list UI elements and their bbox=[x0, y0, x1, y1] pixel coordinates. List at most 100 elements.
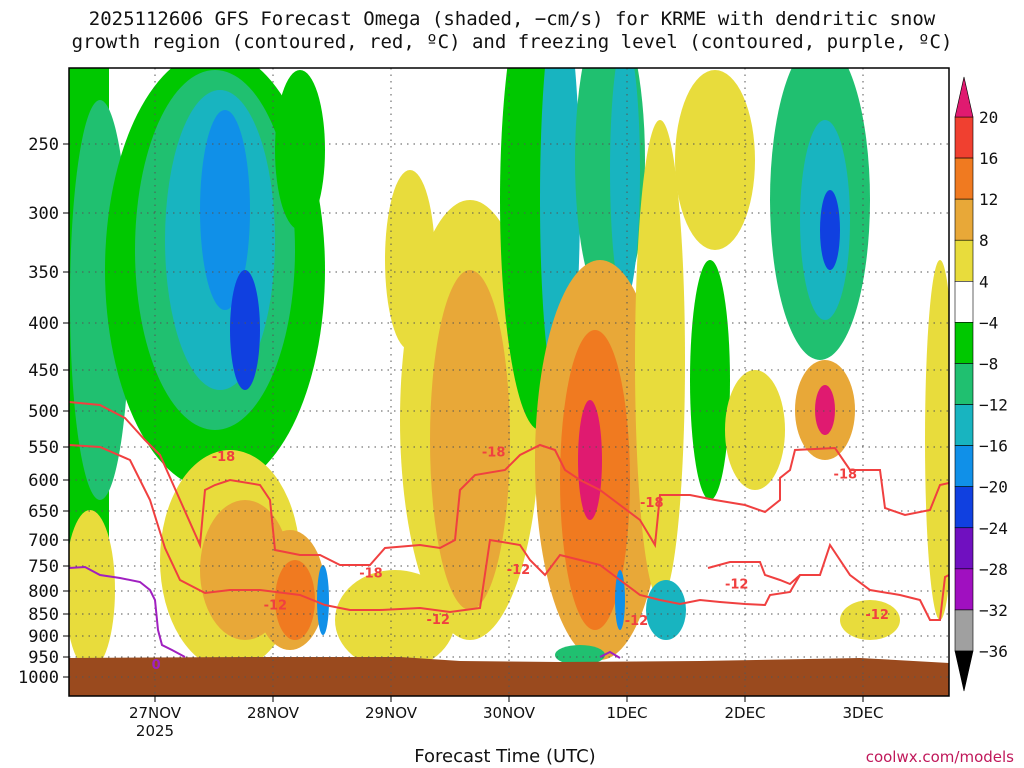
omega-cell bbox=[230, 270, 260, 390]
contour-label: -12 bbox=[865, 608, 889, 623]
colorbar-label: 4 bbox=[979, 272, 989, 291]
omega-shading bbox=[69, 68, 949, 670]
colorbar-segment bbox=[954, 486, 974, 529]
omega-cell bbox=[275, 560, 315, 640]
omega-cell bbox=[635, 120, 685, 600]
y-tick-label: 300 bbox=[28, 204, 59, 224]
y-tick-label: 700 bbox=[28, 531, 59, 551]
omega-cell bbox=[725, 370, 785, 490]
colorbar-segment bbox=[954, 568, 974, 611]
x-axis: 27NOV 28NOV 29NOV 30NOV 1DEC 2DEC 3DEC 2025 bbox=[129, 696, 884, 740]
x-year-label: 2025 bbox=[136, 722, 174, 740]
y-tick-label: 550 bbox=[28, 438, 59, 458]
y-tick-label: 600 bbox=[28, 471, 59, 491]
colorbar-label: 12 bbox=[979, 190, 998, 209]
omega-cell bbox=[690, 260, 730, 500]
colorbar-top-arrow bbox=[954, 76, 974, 118]
colorbar-segment bbox=[954, 527, 974, 570]
chart-title-line1: 2025112606 GFS Forecast Omega (shaded, −… bbox=[88, 8, 936, 30]
contour-dgz-minus18 bbox=[69, 401, 949, 566]
chart-title: 2025112606 GFS Forecast Omega (shaded, −… bbox=[0, 8, 1024, 54]
colorbar: 20 16 12 8 4 −4 −8 −12 −16 −20 −24 −28 −32 −36 bbox=[954, 76, 1008, 692]
contour-label: -12 bbox=[426, 613, 450, 628]
colorbar-segment bbox=[954, 239, 974, 282]
omega-cell bbox=[578, 400, 602, 520]
contour-label: -12 bbox=[264, 599, 288, 614]
colorbar-segment bbox=[954, 116, 974, 159]
contour-label: 0 bbox=[152, 658, 161, 673]
x-tick-label: 29NOV bbox=[365, 704, 418, 722]
omega-cell bbox=[275, 70, 325, 230]
y-tick-label: 250 bbox=[28, 135, 59, 155]
contour-label: -18 bbox=[482, 445, 506, 460]
omega-cell bbox=[610, 68, 640, 300]
contour-label: -12 bbox=[625, 614, 649, 629]
omega-cell bbox=[840, 600, 900, 640]
y-tick-label: 400 bbox=[28, 314, 59, 334]
contour-dgz-minus12 bbox=[69, 444, 949, 621]
colorbar-segment bbox=[954, 198, 974, 241]
contour-label: -18 bbox=[359, 567, 383, 582]
colorbar-segment bbox=[954, 404, 974, 446]
ground-surface bbox=[69, 657, 949, 696]
x-tick-label: 27NOV bbox=[129, 704, 182, 722]
contour-label: -12 bbox=[725, 578, 749, 593]
contour-labels: -18 -12 -18 -12 -18 -12 -18 -12 -12 -18 -12 0 bbox=[152, 445, 889, 673]
omega-cell bbox=[646, 580, 686, 640]
y-tick-label: 350 bbox=[28, 263, 59, 283]
y-tick-label: 850 bbox=[28, 605, 59, 625]
contour-label: -18 bbox=[834, 468, 858, 483]
y-axis: 250 300 350 400 450 500 550 600 650 700 750 800 850 9… bbox=[18, 135, 69, 688]
y-tick-label: 1000 bbox=[18, 668, 59, 688]
y-tick-label: 500 bbox=[28, 402, 59, 422]
x-tick-label: 3DEC bbox=[842, 704, 883, 722]
colorbar-segment bbox=[954, 157, 974, 200]
contour-dgz-minus12-b bbox=[707, 561, 820, 586]
omega-cell bbox=[615, 570, 625, 630]
omega-cell-29nov bbox=[335, 570, 455, 670]
colorbar-segment bbox=[954, 609, 974, 652]
omega-cell bbox=[317, 565, 329, 635]
colorbar-label: −16 bbox=[979, 437, 1008, 456]
colorbar-label: −28 bbox=[979, 560, 1008, 579]
colorbar-segment bbox=[954, 281, 974, 323]
colorbar-label: −20 bbox=[979, 478, 1008, 497]
omega-cell bbox=[69, 510, 115, 670]
colorbar-label: 16 bbox=[979, 149, 998, 168]
colorbar-label: −24 bbox=[979, 519, 1008, 538]
x-tick-label: 28NOV bbox=[247, 704, 300, 722]
colorbar-segment bbox=[954, 445, 974, 487]
colorbar-segment bbox=[954, 363, 974, 405]
x-tick-label: 30NOV bbox=[483, 704, 536, 722]
contour-freezing-level-b bbox=[599, 650, 621, 659]
x-tick-label: 1DEC bbox=[606, 704, 647, 722]
colorbar-label: −36 bbox=[979, 642, 1008, 661]
x-tick-label: 2DEC bbox=[724, 704, 765, 722]
colorbar-label: −12 bbox=[979, 396, 1008, 415]
grid-lines bbox=[69, 68, 949, 696]
omega-cell bbox=[820, 190, 840, 270]
colorbar-label: −32 bbox=[979, 601, 1008, 620]
omega-cell bbox=[815, 385, 835, 435]
y-tick-label: 750 bbox=[28, 557, 59, 577]
y-tick-label: 450 bbox=[28, 361, 59, 381]
colorbar-label: −4 bbox=[979, 313, 998, 332]
colorbar-segment bbox=[954, 322, 974, 364]
omega-cell bbox=[200, 110, 250, 310]
x-axis-label: Forecast Time (UTC) bbox=[414, 746, 596, 767]
colorbar-bottom-arrow bbox=[954, 650, 974, 692]
contour-freezing-level bbox=[69, 565, 186, 658]
omega-cell bbox=[675, 70, 755, 250]
colorbar-label: 8 bbox=[979, 231, 989, 250]
colorbar-label: −8 bbox=[979, 354, 998, 373]
omega-cell bbox=[555, 645, 605, 665]
chart-title-line2: growth region (contoured, red, ºC) and f… bbox=[71, 31, 953, 53]
y-tick-label: 800 bbox=[28, 582, 59, 602]
colorbar-label: 20 bbox=[979, 108, 998, 127]
omega-cell bbox=[925, 260, 949, 620]
y-tick-label: 950 bbox=[28, 648, 59, 668]
y-tick-label: 650 bbox=[28, 502, 59, 522]
omega-cell bbox=[430, 270, 510, 610]
terrain-ground bbox=[69, 657, 949, 696]
